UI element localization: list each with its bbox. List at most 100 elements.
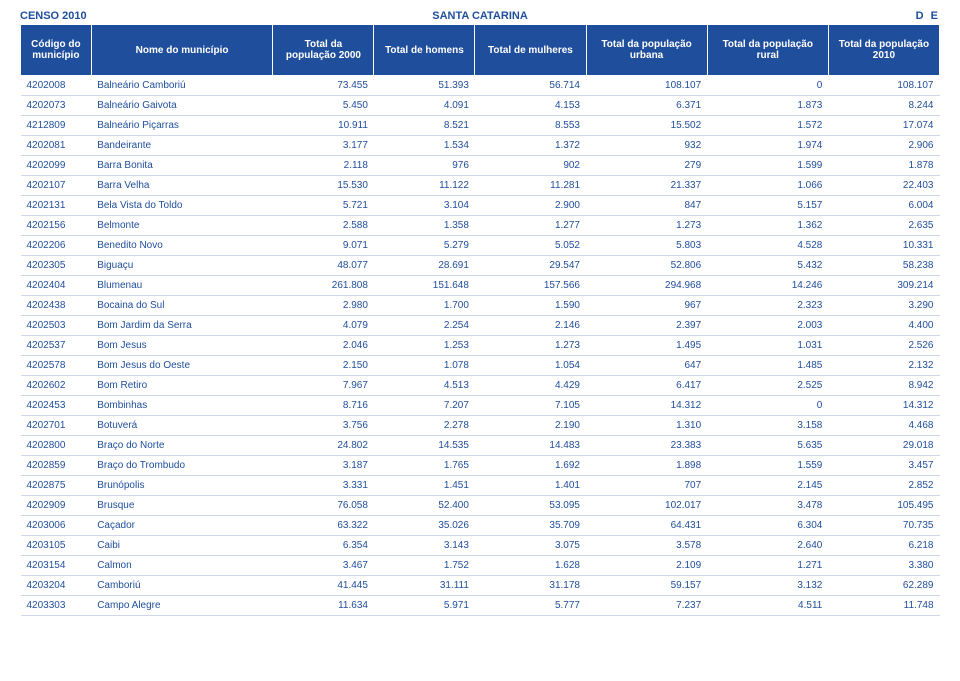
- cell-value: 28.691: [374, 256, 475, 276]
- cell-value: 157.566: [475, 276, 586, 296]
- cell-value: 1.700: [374, 296, 475, 316]
- table-row: 4202602Bom Retiro7.9674.5134.4296.4172.5…: [21, 376, 940, 396]
- cell-value: 7.967: [273, 376, 374, 396]
- col-mulheres: Total de mulheres: [475, 25, 586, 76]
- table-row: 4202859Braço do Trombudo3.1871.7651.6921…: [21, 456, 940, 476]
- cell-name: Belmonte: [91, 216, 273, 236]
- cell-value: 1.271: [707, 556, 828, 576]
- cell-value: 8.942: [828, 376, 939, 396]
- table-row: 4202305Biguaçu48.07728.69129.54752.8065.…: [21, 256, 940, 276]
- cell-name: Benedito Novo: [91, 236, 273, 256]
- cell-value: 5.803: [586, 236, 707, 256]
- col-nome: Nome do município: [91, 25, 273, 76]
- cell-value: 1.273: [586, 216, 707, 236]
- table-row: 4202537Bom Jesus2.0461.2531.2731.4951.03…: [21, 336, 940, 356]
- cell-value: 261.808: [273, 276, 374, 296]
- table-row: 4202107Barra Velha15.53011.12211.28121.3…: [21, 176, 940, 196]
- table-row: 4202800Braço do Norte24.80214.53514.4832…: [21, 436, 940, 456]
- cell-value: 11.122: [374, 176, 475, 196]
- page-header-center: SANTA CATARINA: [432, 10, 528, 22]
- cell-value: 17.074: [828, 116, 939, 136]
- cell-value: 53.095: [475, 496, 586, 516]
- cell-value: 3.143: [374, 536, 475, 556]
- cell-code: 4202578: [21, 356, 92, 376]
- cell-value: 847: [586, 196, 707, 216]
- cell-value: 1.277: [475, 216, 586, 236]
- cell-value: 11.748: [828, 596, 939, 616]
- cell-value: 1.873: [707, 96, 828, 116]
- cell-code: 4202107: [21, 176, 92, 196]
- table-body: 4202008Balneário Camboriú73.45551.39356.…: [21, 76, 940, 616]
- cell-value: 5.971: [374, 596, 475, 616]
- cell-value: 3.331: [273, 476, 374, 496]
- cell-code: 4212809: [21, 116, 92, 136]
- cell-value: 5.432: [707, 256, 828, 276]
- table-row: 4202008Balneário Camboriú73.45551.39356.…: [21, 76, 940, 96]
- table-header-row: Código do município Nome do município To…: [21, 25, 940, 76]
- cell-value: 2.852: [828, 476, 939, 496]
- cell-value: 22.403: [828, 176, 939, 196]
- cell-value: 29.018: [828, 436, 939, 456]
- cell-value: 8.716: [273, 396, 374, 416]
- cell-value: 1.362: [707, 216, 828, 236]
- cell-value: 3.467: [273, 556, 374, 576]
- cell-value: 108.107: [828, 76, 939, 96]
- cell-value: 5.777: [475, 596, 586, 616]
- cell-name: Botuverá: [91, 416, 273, 436]
- cell-value: 24.802: [273, 436, 374, 456]
- cell-name: Bom Jardim da Serra: [91, 316, 273, 336]
- cell-value: 52.400: [374, 496, 475, 516]
- cell-code: 4202909: [21, 496, 92, 516]
- cell-value: 6.354: [273, 536, 374, 556]
- cell-code: 4202081: [21, 136, 92, 156]
- cell-value: 1.559: [707, 456, 828, 476]
- cell-value: 35.709: [475, 516, 586, 536]
- cell-value: 1.031: [707, 336, 828, 356]
- cell-value: 6.417: [586, 376, 707, 396]
- cell-value: 1.765: [374, 456, 475, 476]
- cell-value: 6.304: [707, 516, 828, 536]
- cell-value: 58.238: [828, 256, 939, 276]
- cell-value: 1.572: [707, 116, 828, 136]
- cell-value: 14.535: [374, 436, 475, 456]
- cell-value: 1.253: [374, 336, 475, 356]
- cell-value: 14.246: [707, 276, 828, 296]
- cell-value: 4.513: [374, 376, 475, 396]
- cell-value: 2.323: [707, 296, 828, 316]
- cell-code: 4202206: [21, 236, 92, 256]
- cell-value: 8.521: [374, 116, 475, 136]
- cell-value: 4.528: [707, 236, 828, 256]
- cell-value: 70.735: [828, 516, 939, 536]
- cell-value: 52.806: [586, 256, 707, 276]
- cell-value: 2.109: [586, 556, 707, 576]
- table-row: 4203154Calmon3.4671.7521.6282.1091.2713.…: [21, 556, 940, 576]
- table-row: 4212809Balneário Piçarras10.9118.5218.55…: [21, 116, 940, 136]
- cell-value: 2.635: [828, 216, 939, 236]
- cell-name: Brusque: [91, 496, 273, 516]
- cell-name: Camboriú: [91, 576, 273, 596]
- cell-value: 4.153: [475, 96, 586, 116]
- cell-value: 7.237: [586, 596, 707, 616]
- cell-value: 1.628: [475, 556, 586, 576]
- cell-name: Blumenau: [91, 276, 273, 296]
- cell-value: 6.371: [586, 96, 707, 116]
- cell-code: 4202602: [21, 376, 92, 396]
- cell-value: 0: [707, 396, 828, 416]
- cell-value: 51.393: [374, 76, 475, 96]
- cell-code: 4202305: [21, 256, 92, 276]
- cell-value: 48.077: [273, 256, 374, 276]
- cell-name: Bandeirante: [91, 136, 273, 156]
- cell-name: Bombinhas: [91, 396, 273, 416]
- cell-value: 2.132: [828, 356, 939, 376]
- table-row: 4202909Brusque76.05852.40053.095102.0173…: [21, 496, 940, 516]
- col-urbana: Total da população urbana: [586, 25, 707, 76]
- cell-value: 8.553: [475, 116, 586, 136]
- cell-value: 1.358: [374, 216, 475, 236]
- cell-value: 1.451: [374, 476, 475, 496]
- cell-value: 3.756: [273, 416, 374, 436]
- cell-value: 5.052: [475, 236, 586, 256]
- cell-value: 1.273: [475, 336, 586, 356]
- cell-value: 2.640: [707, 536, 828, 556]
- table-row: 4202081Bandeirante3.1771.5341.3729321.97…: [21, 136, 940, 156]
- table-row: 4202438Bocaina do Sul2.9801.7001.5909672…: [21, 296, 940, 316]
